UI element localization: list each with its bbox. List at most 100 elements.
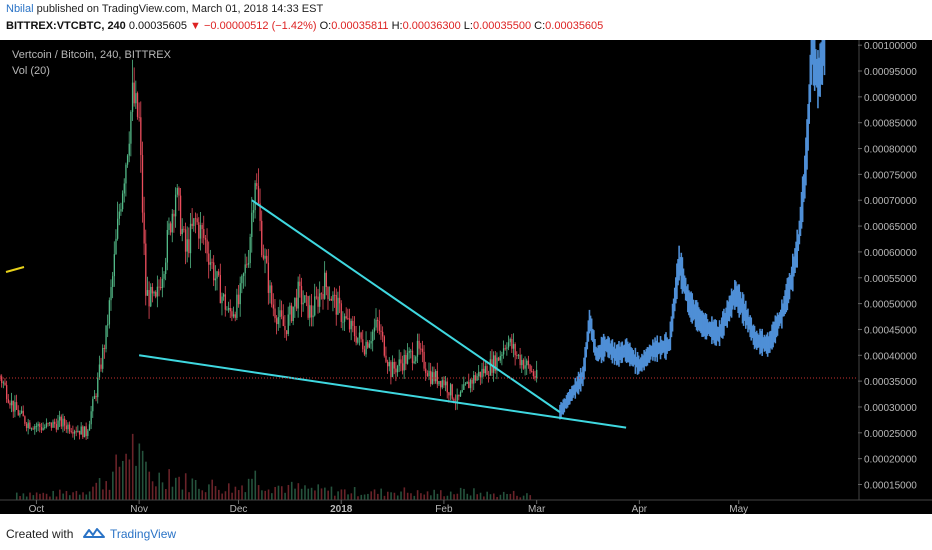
- volume-bar: [138, 443, 141, 500]
- candle-body: [484, 366, 487, 374]
- projection-bar: [752, 324, 755, 345]
- candle-body: [295, 297, 298, 309]
- projection-bar: [683, 275, 686, 294]
- projection-bar: [571, 385, 573, 401]
- candle-body: [517, 354, 520, 356]
- candle-body: [50, 422, 53, 428]
- candle-body: [163, 274, 165, 279]
- candle-body: [514, 344, 516, 356]
- projection-bar: [640, 357, 642, 371]
- projection-bar: [612, 346, 615, 359]
- candle-body: [47, 423, 49, 424]
- volume-bar: [476, 494, 479, 500]
- candle-body: [105, 325, 107, 349]
- candle-body: [216, 271, 218, 279]
- candle-body: [425, 368, 427, 374]
- candle-body: [403, 355, 405, 371]
- projection-bar: [811, 40, 814, 65]
- projection-bar: [799, 206, 802, 237]
- projection-bar: [792, 253, 794, 292]
- projection-bar: [786, 278, 789, 311]
- candle-body: [110, 287, 112, 301]
- projection-layer: [559, 40, 826, 420]
- projection-bar: [722, 311, 724, 339]
- projection-bar: [598, 345, 601, 360]
- volume-bar: [410, 493, 412, 500]
- candle-body: [223, 294, 225, 297]
- candle-body: [337, 297, 339, 315]
- projection-bar: [821, 40, 824, 85]
- projection-bar: [702, 312, 704, 337]
- author-link[interactable]: Nbilal: [6, 3, 34, 15]
- candle-body: [108, 300, 111, 325]
- candle-body: [239, 283, 241, 305]
- candle-body: [226, 309, 228, 311]
- candle-body: [107, 324, 109, 326]
- projection-bar: [813, 40, 816, 91]
- chart-title: Vertcoin / Bitcoin, 240, BITTREX: [12, 49, 172, 61]
- projection-bar: [749, 315, 751, 338]
- projection-bar: [602, 333, 605, 362]
- candle-body: [97, 377, 99, 398]
- projection-bar: [565, 395, 568, 409]
- projection-bar: [594, 339, 596, 356]
- projection-bar: [590, 318, 593, 341]
- candle-body: [276, 318, 278, 325]
- candle-body: [12, 400, 14, 412]
- candle-body: [40, 427, 43, 431]
- volume-bar: [211, 479, 214, 500]
- candle-body: [483, 368, 485, 374]
- projection-bar: [577, 371, 580, 395]
- price-change: −0.00000512 (−1.42%): [204, 20, 317, 32]
- candle-body: [436, 371, 438, 385]
- tradingview-brand[interactable]: TradingView: [110, 527, 177, 541]
- projection-bar: [630, 347, 632, 365]
- volume-bar: [353, 487, 356, 500]
- projection-bar: [699, 309, 701, 332]
- volume-bar: [459, 487, 462, 500]
- projection-bar: [725, 307, 727, 326]
- candle-body: [385, 355, 387, 362]
- chart-header: Nbilal published on TradingView.com, Mar…: [0, 0, 932, 40]
- candle-body: [320, 293, 323, 295]
- candle-body: [511, 338, 513, 349]
- projection-bar: [802, 174, 805, 203]
- candle-body: [343, 316, 346, 322]
- trendline: [251, 199, 561, 413]
- candle-body: [244, 264, 246, 274]
- volume-bar: [473, 488, 475, 500]
- candle-body: [492, 355, 495, 373]
- candle-body: [441, 380, 443, 388]
- candle-body: [234, 314, 236, 318]
- candle-body: [161, 278, 164, 289]
- candle-body: [327, 287, 329, 300]
- candle-body: [433, 372, 435, 382]
- projection-bar: [781, 299, 783, 329]
- candle-body: [501, 354, 503, 356]
- projection-bar: [610, 340, 613, 360]
- y-tick-label: 0.00060000: [864, 248, 917, 259]
- x-axis: Oct Nov Dec 2018 Feb Mar Apr May: [29, 500, 748, 514]
- candle-body: [360, 332, 362, 340]
- open-value: 0.00035811: [331, 20, 389, 32]
- projection-bar: [822, 40, 825, 66]
- candle-body: [199, 225, 202, 239]
- published-text: published on TradingView.com, March 01, …: [36, 3, 324, 15]
- candle-body: [198, 222, 200, 239]
- projection-bar: [739, 291, 742, 315]
- volume-bar: [274, 486, 276, 500]
- projection-bar: [746, 309, 748, 326]
- candle-body: [522, 360, 525, 369]
- candle-body: [377, 319, 379, 322]
- projection-bar: [758, 334, 760, 348]
- volume-bar: [22, 493, 25, 500]
- candle-body: [4, 382, 6, 386]
- volume-bar: [304, 485, 306, 500]
- volume-bar: [201, 490, 204, 500]
- volume-bar: [65, 491, 68, 500]
- y-tick-label: 0.00095000: [864, 67, 917, 78]
- volume-bar: [324, 487, 326, 500]
- price-chart[interactable]: Vertcoin / Bitcoin, 240, BITTREX Vol (20…: [0, 40, 932, 514]
- candle-body: [118, 211, 120, 219]
- projection-bar: [617, 344, 619, 365]
